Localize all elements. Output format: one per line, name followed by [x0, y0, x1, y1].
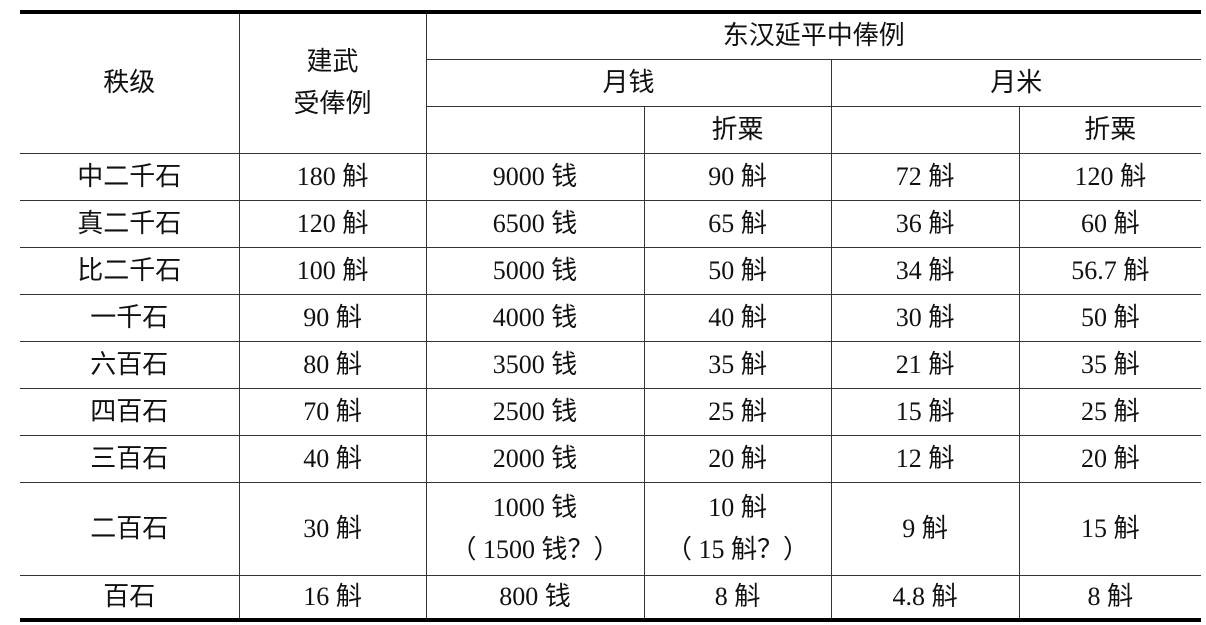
header-empty: [830, 105, 1020, 154]
salary-table: 秩级 建武受俸例 东汉延平中俸例 月钱 月米 折粟 折粟 中二千石 180 斛 …: [20, 10, 1202, 622]
cell-rank: 真二千石: [20, 199, 240, 248]
header-monthly-rice: 月米: [830, 58, 1202, 107]
cell-cash: 1000 钱 （ 1500 钱？）: [425, 481, 645, 576]
cell-jianwu: 70 斛: [238, 387, 427, 436]
cell-rank: 百石: [20, 574, 240, 621]
cell-cash: 4000 钱: [425, 293, 645, 342]
cell-rice-grain: 25 斛: [1018, 387, 1202, 436]
header-row: 月钱 月米: [20, 58, 1202, 107]
cell-jianwu: 100 斛: [238, 246, 427, 295]
header-jianwu-line2: 受俸例: [293, 89, 372, 119]
cell-rice-grain: 20 斛: [1018, 434, 1202, 483]
header-converted-rice: 折粟: [1018, 105, 1202, 154]
cell-rice: 9 斛: [830, 481, 1020, 576]
cell-cash: 6500 钱: [425, 199, 645, 248]
cell-rank: 中二千石: [20, 152, 240, 201]
cell-cash-grain: 10 斛 （ 15 斛？）: [643, 481, 832, 576]
cell-jianwu: 180 斛: [238, 152, 427, 201]
cell-jianwu: 120 斛: [238, 199, 427, 248]
header-rank: 秩级: [20, 11, 240, 154]
cell-cash: 9000 钱: [425, 152, 645, 201]
cell-cash-grain: 50 斛: [643, 246, 832, 295]
cell-jianwu: 90 斛: [238, 293, 427, 342]
cell-rice-grain: 35 斛: [1018, 340, 1202, 389]
table-row: 比二千石 100 斛 5000 钱 50 斛 34 斛 56.7 斛: [20, 246, 1202, 295]
cell-cash: 2000 钱: [425, 434, 645, 483]
cell-cash-grain: 25 斛: [643, 387, 832, 436]
cell-rice-grain: 50 斛: [1018, 293, 1202, 342]
table-row: 中二千石 180 斛 9000 钱 90 斛 72 斛 120 斛: [20, 152, 1202, 201]
cell-rice-grain: 15 斛: [1018, 481, 1202, 576]
header-jianwu: 建武 受俸例: [238, 11, 427, 154]
cell-rice: 36 斛: [830, 199, 1020, 248]
cell-cash-grain: 20 斛: [643, 434, 832, 483]
table-row: 三百石 40 斛 2000 钱 20 斛 12 斛 20 斛: [20, 434, 1202, 483]
table-row: 四百石 70 斛 2500 钱 25 斛 15 斛 25 斛: [20, 387, 1202, 436]
header-jianwu-line1: 建武: [306, 47, 359, 77]
cell-rank: 六百石: [20, 340, 240, 389]
cell-rice: 30 斛: [830, 293, 1020, 342]
cell-cash-grain: 40 斛: [643, 293, 832, 342]
cell-rice: 4.8 斛: [830, 574, 1020, 621]
table-row: 百石 16 斛 800 钱 8 斛 4.8 斛 8 斛: [20, 574, 1202, 621]
cell-jianwu: 30 斛: [238, 481, 427, 576]
cell-rice: 72 斛: [830, 152, 1020, 201]
cell-rank: 三百石: [20, 434, 240, 483]
cell-rank: 一千石: [20, 293, 240, 342]
cell-cash-main: 1000 钱: [492, 492, 578, 522]
header-empty: [426, 105, 645, 154]
cell-cash-grain: 65 斛: [643, 199, 832, 248]
header-converted-cash: 折粟: [643, 105, 832, 154]
cell-cash-grain-alt: （ 15 斛？）: [665, 534, 809, 564]
table-row: 六百石 80 斛 3500 钱 35 斛 21 斛 35 斛: [20, 340, 1202, 389]
cell-cash-grain-main: 10 斛: [708, 492, 767, 522]
header-monthly-cash: 月钱: [426, 58, 832, 107]
cell-rice: 12 斛: [830, 434, 1020, 483]
cell-cash-grain: 90 斛: [643, 152, 832, 201]
table-row: 真二千石 120 斛 6500 钱 65 斛 36 斛 60 斛: [20, 199, 1202, 248]
cell-rank: 二百石: [20, 481, 240, 576]
cell-cash-grain: 8 斛: [643, 574, 832, 621]
cell-cash-alt: （ 1500 钱？）: [450, 534, 620, 564]
cell-rank: 比二千石: [20, 246, 240, 295]
table-row: 一千石 90 斛 4000 钱 40 斛 30 斛 50 斛: [20, 293, 1202, 342]
table-row: 二百石 30 斛 1000 钱 （ 1500 钱？） 10 斛 （ 15 斛？） 9…: [20, 481, 1202, 576]
cell-rank: 四百石: [20, 387, 240, 436]
cell-rice: 15 斛: [830, 387, 1020, 436]
cell-cash: 2500 钱: [425, 387, 645, 436]
cell-jianwu: 16 斛: [238, 574, 427, 621]
cell-rice-grain: 60 斛: [1018, 199, 1202, 248]
cell-rice: 34 斛: [830, 246, 1020, 295]
cell-cash: 3500 钱: [425, 340, 645, 389]
cell-rice-grain: 56.7 斛: [1018, 246, 1202, 295]
cell-rice-grain: 120 斛: [1018, 152, 1202, 201]
header-yanping: 东汉延平中俸例: [425, 11, 1202, 60]
cell-cash: 800 钱: [425, 574, 645, 621]
header-row: 秩级 建武受俸例 东汉延平中俸例: [20, 11, 1202, 154]
cell-cash-grain: 35 斛: [643, 340, 832, 389]
cell-jianwu: 40 斛: [238, 434, 427, 483]
cell-rice-grain: 8 斛: [1018, 574, 1202, 621]
cell-rice: 21 斛: [830, 340, 1020, 389]
cell-jianwu: 80 斛: [238, 340, 427, 389]
cell-cash: 5000 钱: [425, 246, 645, 295]
header-row: 折粟 折粟: [20, 105, 1202, 154]
